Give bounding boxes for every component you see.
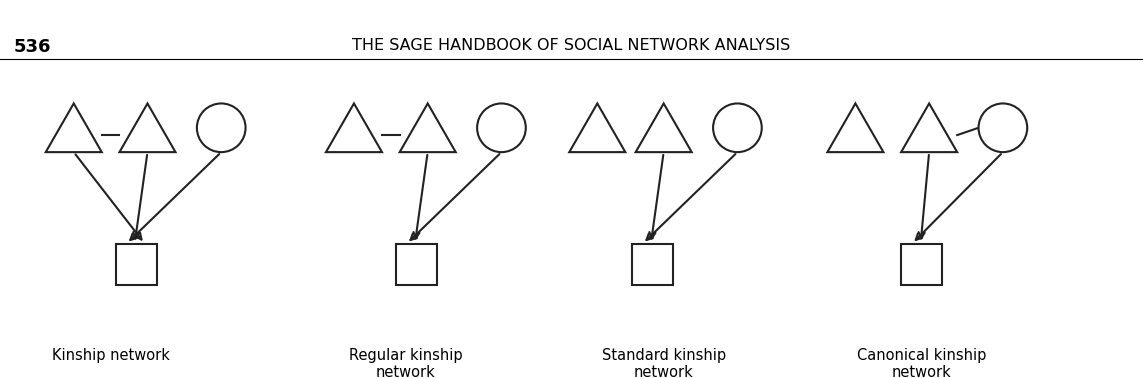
Text: 536: 536 [14,38,51,56]
Polygon shape [636,104,692,152]
Text: Standard kinship
network: Standard kinship network [601,347,726,378]
Bar [632,243,673,285]
Bar [115,243,157,285]
Text: Regular kinship
network: Regular kinship network [349,347,463,378]
Polygon shape [828,104,884,152]
Text: THE SAGE HANDBOOK OF SOCIAL NETWORK ANALYSIS: THE SAGE HANDBOOK OF SOCIAL NETWORK ANAL… [352,38,791,53]
Circle shape [713,104,761,152]
Polygon shape [326,104,382,152]
Text: Canonical kinship
network: Canonical kinship network [857,347,986,378]
Polygon shape [46,104,102,152]
Polygon shape [901,104,957,152]
Bar [901,243,943,285]
Circle shape [197,104,246,152]
Text: Kinship network: Kinship network [51,347,169,363]
Circle shape [477,104,526,152]
Circle shape [978,104,1028,152]
Polygon shape [400,104,456,152]
Bar [395,243,438,285]
Polygon shape [569,104,625,152]
Polygon shape [120,104,176,152]
